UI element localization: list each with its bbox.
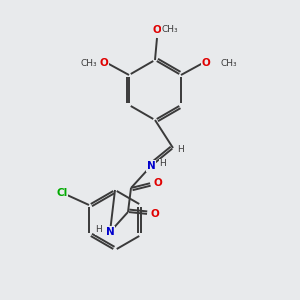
Text: N: N — [147, 161, 155, 171]
Text: H: H — [177, 146, 183, 154]
Text: O: O — [202, 58, 210, 68]
Text: O: O — [100, 58, 108, 68]
Text: N: N — [106, 227, 114, 237]
Text: CH₃: CH₃ — [221, 58, 238, 68]
Text: O: O — [151, 209, 159, 219]
Text: O: O — [153, 25, 161, 35]
Text: CH₃: CH₃ — [81, 58, 97, 68]
Text: O: O — [154, 178, 162, 188]
Text: Cl: Cl — [56, 188, 68, 198]
Text: H: H — [159, 160, 166, 169]
Text: CH₃: CH₃ — [162, 26, 178, 34]
Text: H: H — [95, 226, 102, 235]
